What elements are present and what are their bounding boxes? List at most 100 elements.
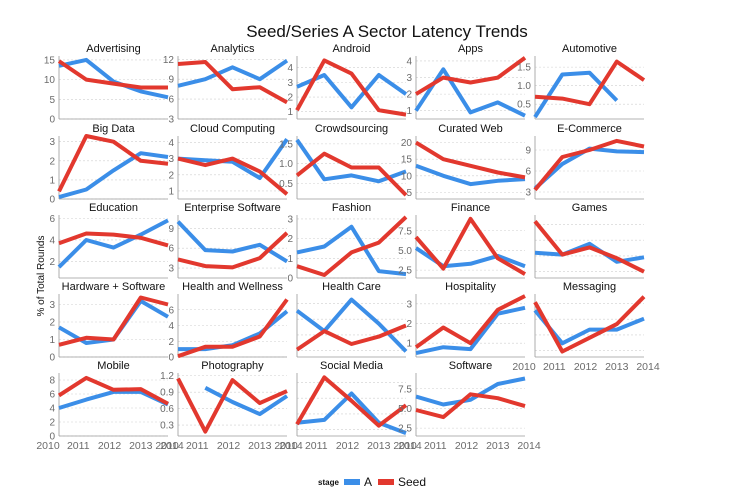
panel-fashion: Fashion 0 1 2 3 bbox=[287, 202, 408, 285]
y-tick-label: 4 bbox=[49, 235, 55, 246]
series-line-a bbox=[415, 163, 526, 187]
y-tick-label: 15 bbox=[44, 55, 56, 66]
y-tick-label: 7.5 bbox=[398, 384, 412, 395]
panel-hardware-software: Hardware + Software 0 1 2 3 bbox=[49, 281, 170, 364]
y-tick-label: 2 bbox=[168, 170, 174, 181]
series-line-a bbox=[177, 138, 289, 180]
x-tick-label: 2010 bbox=[274, 440, 298, 452]
panel-title: Health and Wellness bbox=[182, 281, 283, 293]
series-line-seed bbox=[414, 294, 526, 349]
y-tick-label: 1 bbox=[406, 106, 412, 117]
panel-title: Mobile bbox=[97, 360, 129, 372]
y-tick-label: 0.5 bbox=[279, 179, 293, 190]
series-line-seed bbox=[295, 323, 407, 352]
y-tick-label: 0 bbox=[287, 274, 293, 285]
series-line-seed bbox=[414, 216, 527, 276]
y-tick-label: 1 bbox=[406, 339, 412, 350]
series-line-seed bbox=[414, 140, 526, 180]
series-line-seed bbox=[176, 377, 288, 434]
y-tick-label: 2 bbox=[287, 234, 293, 245]
x-tick-label: 2013 bbox=[486, 440, 510, 452]
panel-title: Social Media bbox=[320, 360, 384, 372]
y-tick-label: 3 bbox=[49, 300, 55, 311]
y-tick-label: 3 bbox=[406, 73, 412, 84]
x-tick-label: 2014 bbox=[160, 440, 184, 452]
chart-title: Seed/Series A Sector Latency Trends bbox=[246, 22, 528, 41]
y-tick-label: 3 bbox=[525, 188, 531, 199]
y-tick-label: 5 bbox=[49, 95, 55, 106]
y-tick-label: 2 bbox=[49, 156, 55, 167]
panel-title: Games bbox=[572, 202, 608, 214]
x-tick-label: 2014 bbox=[398, 440, 422, 452]
y-tick-label: 2.5 bbox=[398, 424, 412, 435]
panel-big-data: Big Data 0 1 2 3 bbox=[49, 123, 169, 206]
y-tick-label: 5 bbox=[406, 188, 412, 199]
series-line-seed bbox=[57, 375, 169, 406]
x-tick-label: 2013 bbox=[248, 440, 272, 452]
series-line-a bbox=[296, 224, 407, 277]
chart-panels: Advertising051015Analytics36912Android12… bbox=[36, 43, 660, 452]
y-tick-label: 3 bbox=[406, 299, 412, 310]
panel-health-care: Health Care bbox=[295, 281, 408, 358]
y-tick-label: 10 bbox=[401, 171, 413, 182]
panel-analytics: Analytics 3 6 9 12 bbox=[163, 43, 289, 126]
panel-automotive: Automotive 0.5 1.0 1.5 bbox=[517, 43, 646, 120]
series-line-seed bbox=[295, 58, 407, 117]
series-line-a bbox=[414, 67, 526, 118]
y-tick-label: 9 bbox=[168, 224, 174, 235]
panel-education: Education 2 4 6 bbox=[49, 202, 169, 279]
x-tick-label: 2010 bbox=[36, 440, 60, 452]
series-line-seed bbox=[534, 59, 646, 107]
y-tick-label: 20 bbox=[401, 138, 413, 149]
y-tick-label: 1.2 bbox=[160, 371, 174, 382]
y-tick-label: 0 bbox=[49, 432, 55, 443]
y-tick-label: 9 bbox=[168, 75, 174, 86]
x-tick-label: 2010 bbox=[393, 440, 417, 452]
x-tick-label: 2012 bbox=[98, 440, 122, 452]
y-tick-label: 2 bbox=[49, 257, 55, 268]
series-line-a bbox=[204, 386, 289, 417]
y-tick-label: 2 bbox=[406, 90, 412, 101]
y-tick-label: 15 bbox=[401, 155, 413, 166]
y-tick-label: 5.0 bbox=[398, 246, 412, 257]
y-tick-label: 3 bbox=[168, 264, 174, 275]
x-tick-label: 2014 bbox=[517, 440, 541, 452]
x-tick-label: 2011 bbox=[424, 440, 447, 452]
series-line-seed bbox=[177, 231, 289, 270]
series-line-seed bbox=[533, 295, 646, 354]
legend-label-a: A bbox=[364, 475, 372, 489]
y-tick-label: 1.0 bbox=[279, 159, 293, 170]
panel-title: Software bbox=[449, 360, 492, 372]
y-tick-label: 0.6 bbox=[160, 404, 174, 415]
panel-title: Advertising bbox=[86, 43, 140, 55]
series-line-a bbox=[58, 151, 169, 200]
series-line-seed bbox=[296, 215, 408, 277]
panel-title: Hospitality bbox=[445, 281, 496, 293]
panel-title: Messaging bbox=[563, 281, 616, 293]
panel-social-media: Social Media 2010 2011 2012 2013 2014 bbox=[274, 360, 422, 452]
panel-title: Android bbox=[333, 43, 371, 55]
y-axis-label: % of Total Rounds bbox=[36, 236, 47, 317]
x-tick-label: 2012 bbox=[574, 361, 598, 373]
panel-title: Fashion bbox=[332, 202, 371, 214]
panel-title: Health Care bbox=[322, 281, 381, 293]
y-tick-label: 0.3 bbox=[160, 421, 174, 432]
series-line-a bbox=[57, 218, 169, 269]
series-line-seed bbox=[58, 231, 169, 248]
y-tick-label: 1 bbox=[49, 175, 55, 186]
series-line-seed bbox=[177, 298, 289, 359]
x-tick-label: 2010 bbox=[155, 440, 179, 452]
panel-crowdsourcing: Crowdsourcing 0.5 1.0 1.5 bbox=[279, 123, 408, 200]
y-tick-label: 2 bbox=[168, 337, 174, 348]
series-line-a bbox=[534, 241, 645, 264]
y-tick-label: 6 bbox=[168, 305, 174, 316]
y-tick-label: 6 bbox=[49, 214, 55, 225]
series-line-seed bbox=[57, 134, 169, 193]
y-tick-label: 4 bbox=[406, 56, 412, 67]
panel-title: Hardware + Software bbox=[62, 281, 166, 293]
y-tick-label: 0.5 bbox=[517, 100, 531, 111]
y-tick-label: 3 bbox=[168, 154, 174, 165]
panel-title: Finance bbox=[451, 202, 490, 214]
y-tick-label: 0.9 bbox=[160, 388, 174, 399]
x-tick-label: 2011 bbox=[186, 440, 209, 452]
